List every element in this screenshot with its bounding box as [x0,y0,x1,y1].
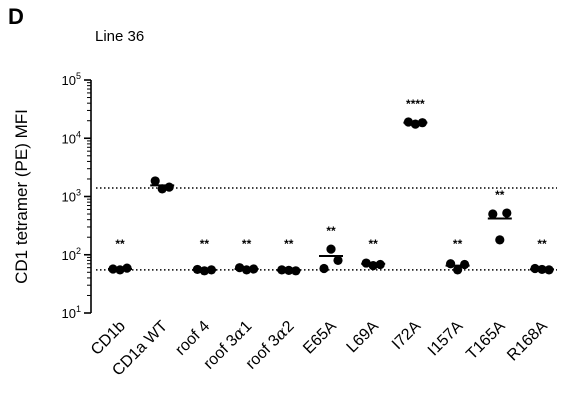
significance-label: ** [495,188,505,202]
data-point [446,259,456,269]
significance-label: **** [406,97,425,111]
y-tick-label: 101 [62,304,81,321]
chart-title: Line 36 [95,28,145,45]
significance-label: ** [326,224,336,238]
x-tick-label: I157A [425,318,467,360]
x-tick-label: CD1b [88,318,129,359]
x-tick-label: I72A [389,318,425,354]
data-point [453,265,463,275]
panel-label: D [8,4,24,29]
y-tick-label: 103 [62,188,81,205]
significance-label: ** [537,237,547,251]
significance-label: ** [284,237,294,251]
significance-label: ** [200,237,210,251]
data-point [502,208,512,218]
data-point [326,244,336,254]
axes: 101 102 103 104 105 [62,71,92,321]
x-tick-label: T165A [463,318,509,364]
data-point [164,182,174,192]
data-point [319,263,329,274]
data-point [488,209,498,219]
y-tick-label: 102 [62,246,81,263]
x-tick-label: roof 4 [172,318,213,359]
significance-label: ** [242,237,252,251]
data-point [495,235,505,245]
significance-label: ** [115,237,125,251]
y-tick-label: 104 [62,129,81,146]
data-points [108,117,554,276]
data-point [157,184,167,194]
x-tick-label: L69A [344,318,383,357]
x-tick-label: E65A [300,318,340,358]
significance-label: ** [453,237,463,251]
y-axis-label: CD1 tetramer (PE) MFI [12,109,31,284]
significance-label: ** [369,237,379,251]
y-tick-label: 105 [62,71,81,88]
data-point [235,263,245,273]
data-point [460,259,470,270]
x-tick-label: R168A [504,318,551,365]
data-point [333,255,343,265]
data-point [150,176,160,186]
